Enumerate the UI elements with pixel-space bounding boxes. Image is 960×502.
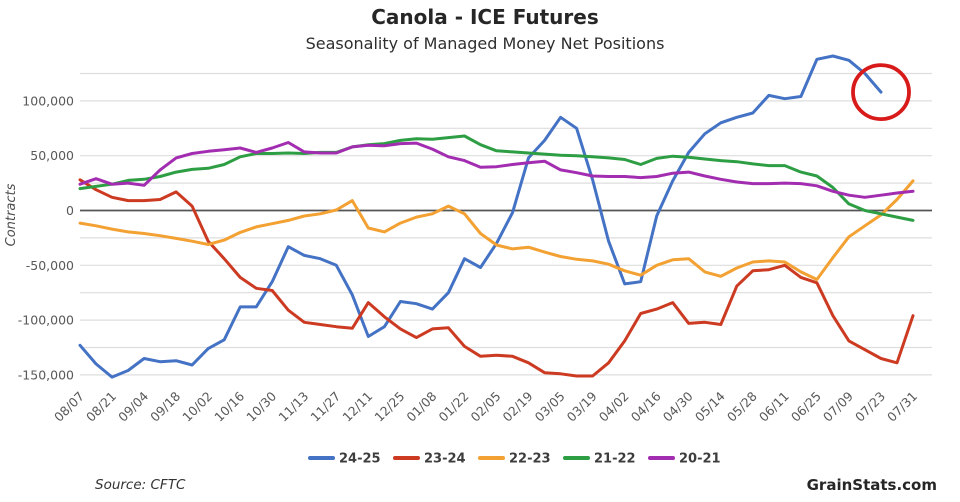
series-line-23-24 — [78, 178, 915, 378]
x-tick-label: 10/16 — [211, 388, 247, 424]
legend-label-22-23: 22-23 — [509, 452, 551, 467]
x-tick-label: 10/02 — [179, 389, 215, 425]
x-tick-label: 03/19 — [564, 388, 600, 424]
y-tick-label: 50,000 — [30, 148, 74, 163]
legend: 24-25 23-24 22-23 21-22 20-21 — [308, 452, 721, 467]
chart-subtitle: Seasonality of Managed Money Net Positio… — [306, 34, 665, 53]
x-tick-label: 04/16 — [628, 388, 664, 424]
x-axis-tick-labels: 08/0708/2109/0409/1810/0210/1610/3011/13… — [51, 388, 920, 424]
page-title: Canola - ICE Futures — [371, 5, 599, 29]
x-tick-label: 12/11 — [339, 389, 375, 425]
series-line-24-25 — [78, 54, 883, 379]
x-tick-label: 10/30 — [243, 388, 279, 424]
source-note: Source: CFTC — [95, 477, 186, 493]
y-axis-tick-labels: 100,000 50,000 0 -50,000 -100,000 -150,000 — [18, 93, 74, 382]
legend-label-23-24: 23-24 — [424, 452, 466, 467]
x-tick-label: 11/13 — [275, 389, 311, 425]
series-lines — [78, 54, 915, 379]
x-tick-label: 08/07 — [51, 389, 87, 425]
x-tick-label: 05/28 — [724, 388, 760, 424]
x-tick-label: 06/25 — [788, 389, 824, 425]
x-tick-label: 09/04 — [115, 388, 151, 424]
x-tick-label: 07/09 — [820, 388, 856, 424]
x-tick-label: 12/25 — [371, 389, 407, 425]
y-tick-label: -150,000 — [18, 367, 74, 382]
x-tick-label: 05/14 — [692, 388, 728, 424]
y-tick-label: -50,000 — [26, 258, 74, 273]
series-line-21-22 — [78, 134, 915, 222]
annotation-layer — [851, 63, 911, 121]
series-line-22-23 — [78, 179, 915, 281]
highlight-circle-icon — [851, 63, 911, 121]
x-tick-label: 07/23 — [852, 389, 888, 425]
x-tick-label: 04/30 — [660, 388, 696, 424]
x-tick-label: 11/27 — [307, 389, 343, 425]
x-tick-label: 06/11 — [756, 389, 792, 425]
y-tick-label: 100,000 — [22, 93, 74, 108]
y-tick-label: -100,000 — [18, 313, 74, 328]
x-tick-label: 02/05 — [468, 389, 504, 425]
x-tick-label: 02/19 — [500, 388, 536, 424]
x-tick-label: 01/08 — [403, 388, 439, 424]
series-line-20-21 — [78, 141, 915, 199]
x-tick-label: 08/21 — [83, 389, 119, 425]
branding-text: GrainStats.com — [807, 476, 937, 494]
x-tick-label: 01/22 — [436, 389, 472, 425]
x-tick-label: 03/05 — [532, 389, 568, 425]
legend-label-21-22: 21-22 — [594, 452, 636, 467]
legend-label-20-21: 20-21 — [679, 452, 721, 467]
y-tick-label: 0 — [66, 203, 74, 218]
gridlines — [80, 72, 932, 376]
x-tick-label: 07/31 — [884, 389, 920, 425]
x-tick-label: 04/02 — [596, 389, 632, 425]
legend-label-24-25: 24-25 — [339, 452, 381, 467]
x-tick-label: 09/18 — [147, 388, 183, 424]
y-axis-title: Contracts — [4, 183, 19, 246]
